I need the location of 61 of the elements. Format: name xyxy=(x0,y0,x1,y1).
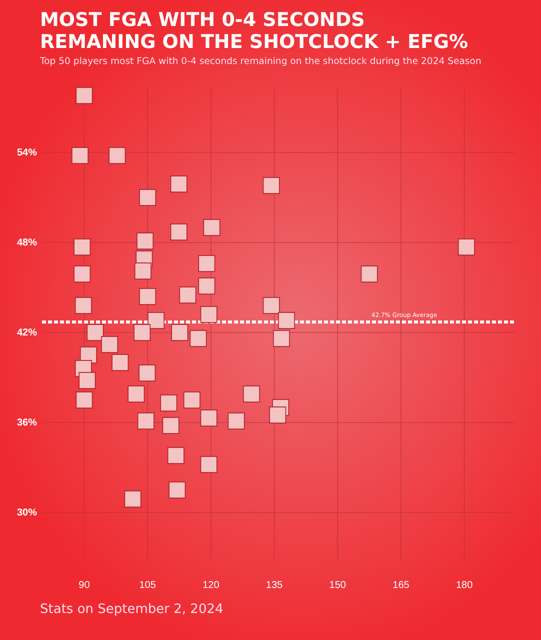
point xyxy=(200,306,218,323)
chart-subtitle: Top 50 players most FGA with 0-4 seconds remaining on the shotclock during the 2024 Season xyxy=(39,56,482,67)
point xyxy=(162,417,180,434)
point xyxy=(74,297,92,314)
point xyxy=(170,176,188,192)
point xyxy=(78,372,96,389)
point xyxy=(160,394,178,412)
point xyxy=(262,297,280,314)
point xyxy=(108,147,126,164)
point xyxy=(203,219,220,236)
point xyxy=(72,147,88,164)
x-tick-label: 120 xyxy=(202,580,220,592)
x-tick-label: 180 xyxy=(456,580,474,592)
point xyxy=(278,312,295,329)
point xyxy=(139,189,156,206)
point xyxy=(134,262,152,280)
y-tick-label: 36% xyxy=(16,418,38,429)
y-tick-label: 54% xyxy=(16,148,38,159)
point xyxy=(198,278,216,294)
x-tick-label: 135 xyxy=(266,580,284,592)
point xyxy=(200,410,218,426)
point xyxy=(179,286,196,304)
y-tick-label: 48% xyxy=(16,238,38,249)
point xyxy=(200,456,218,473)
point xyxy=(168,482,186,498)
point xyxy=(138,364,156,382)
x-tick-label: 105 xyxy=(139,580,156,592)
point xyxy=(170,224,188,240)
point xyxy=(124,490,142,508)
point xyxy=(148,312,164,329)
point xyxy=(112,354,129,371)
point xyxy=(167,447,184,464)
point xyxy=(76,392,93,408)
point xyxy=(137,412,154,430)
point xyxy=(101,336,118,353)
point xyxy=(243,386,260,402)
y-tick-label: 42% xyxy=(16,328,38,339)
chart-title: MOST FGA WITH 0-4 SECONDS REMANING ON THE SHOTCLOCK + EFG% xyxy=(40,9,468,53)
x-tick-label: 165 xyxy=(392,580,410,592)
text: Stats on September 2, 2024 xyxy=(40,602,224,617)
point xyxy=(262,177,280,194)
point xyxy=(74,266,91,282)
point xyxy=(76,87,93,104)
point xyxy=(86,324,104,341)
point xyxy=(134,324,151,341)
y-tick-label: 30% xyxy=(16,508,38,519)
x-tick-label: 150 xyxy=(329,580,346,592)
x-tick-label: 90 xyxy=(78,580,90,592)
point xyxy=(269,406,286,424)
point xyxy=(128,386,145,402)
point xyxy=(228,412,245,430)
point xyxy=(183,392,200,408)
point xyxy=(171,324,188,341)
point xyxy=(272,330,290,347)
point xyxy=(190,330,207,347)
point xyxy=(136,232,154,250)
point xyxy=(74,238,91,256)
point xyxy=(360,266,378,282)
point xyxy=(198,255,216,272)
point xyxy=(458,238,475,256)
point xyxy=(139,288,156,305)
